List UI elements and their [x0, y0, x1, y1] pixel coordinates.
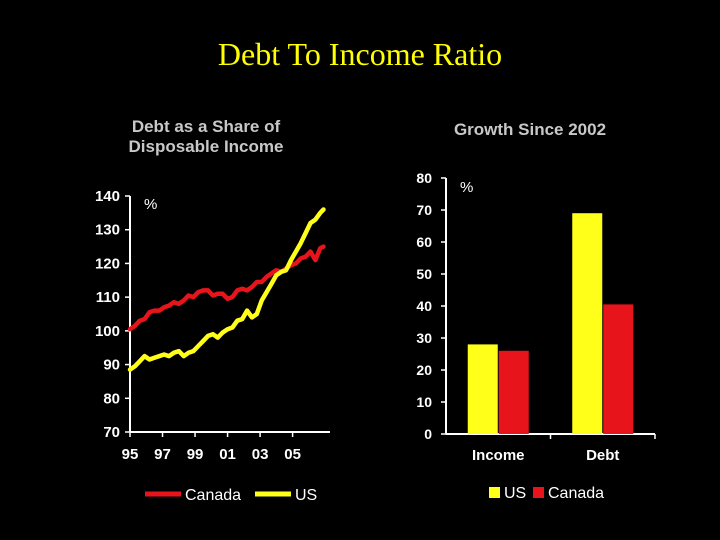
line-chart-x-tick-label: 01	[219, 446, 236, 463]
line-chart-x-tick-label: 97	[154, 446, 171, 463]
bar-legend-label-us: US	[504, 485, 526, 502]
line-chart-y-tick-label: 130	[95, 222, 120, 239]
bar-chart-y-tick-label: 60	[416, 234, 432, 250]
line-chart-y-tick-label: 100	[95, 323, 120, 340]
bar-chart-y-tick-label: 10	[416, 394, 432, 410]
line-chart-y-tick-label: 110	[96, 289, 120, 306]
line-chart-title-line-1: Debt as a Share of	[131, 117, 281, 136]
bar-chart-y-tick-label: 80	[416, 170, 432, 186]
bar-chart-y-tick-label: 20	[416, 362, 432, 378]
bar-chart-y-tick-label: 0	[424, 426, 432, 442]
line-chart-title: Debt as a Share of Disposable Income	[96, 117, 316, 157]
line-chart-x-tick-label: 05	[284, 446, 301, 463]
bar-income-canada	[498, 350, 529, 434]
bar-income-us	[467, 344, 498, 434]
line-chart-x-tick-label: 95	[122, 446, 139, 463]
bar-legend-label-canada: Canada	[548, 485, 604, 502]
bar-chart: 80 70 60 50 40 30 20 10 0% Income Debt US Canada	[416, 170, 656, 502]
bar-chart-category-label: Income	[472, 447, 525, 464]
line-chart-unit-label: %	[144, 196, 157, 213]
bar-chart-y-tick-label: 70	[416, 202, 432, 218]
line-chart-title-line-2: Disposable Income	[128, 137, 284, 156]
bar-chart-category-label: Debt	[586, 447, 619, 464]
bar-debt-canada	[603, 304, 634, 434]
bar-chart-y-tick-label: 40	[416, 298, 432, 314]
bar-chart-unit-label: %	[460, 179, 473, 196]
line-chart-y-tick-label: 90	[103, 357, 120, 374]
line-chart-y-tick-label: 120	[95, 255, 120, 272]
line-legend-label-us: US	[295, 487, 317, 504]
line-chart-y-tick-label: 70	[103, 424, 120, 441]
slide-title: Debt To Income Ratio	[217, 36, 503, 72]
bar-legend-swatch-us	[489, 487, 500, 498]
line-chart-x-tick-label: 99	[187, 446, 204, 463]
bar-debt-us	[572, 213, 603, 434]
line-series-canada	[127, 244, 326, 332]
line-series-us	[127, 207, 326, 372]
bar-chart-title-line-1: Growth Since 2002	[453, 120, 607, 139]
bar-chart-y-tick-label: 50	[416, 266, 432, 282]
line-legend-label-canada: Canada	[185, 487, 241, 504]
line-chart-y-tick-label: 80	[103, 390, 120, 407]
line-chart-x-tick-label: 03	[252, 446, 269, 463]
bar-chart-y-tick-label: 30	[416, 330, 432, 346]
line-chart-y-tick-label: 140	[95, 188, 120, 205]
bar-chart-title: Growth Since 2002	[420, 120, 640, 140]
bar-legend-swatch-canada	[533, 487, 544, 498]
